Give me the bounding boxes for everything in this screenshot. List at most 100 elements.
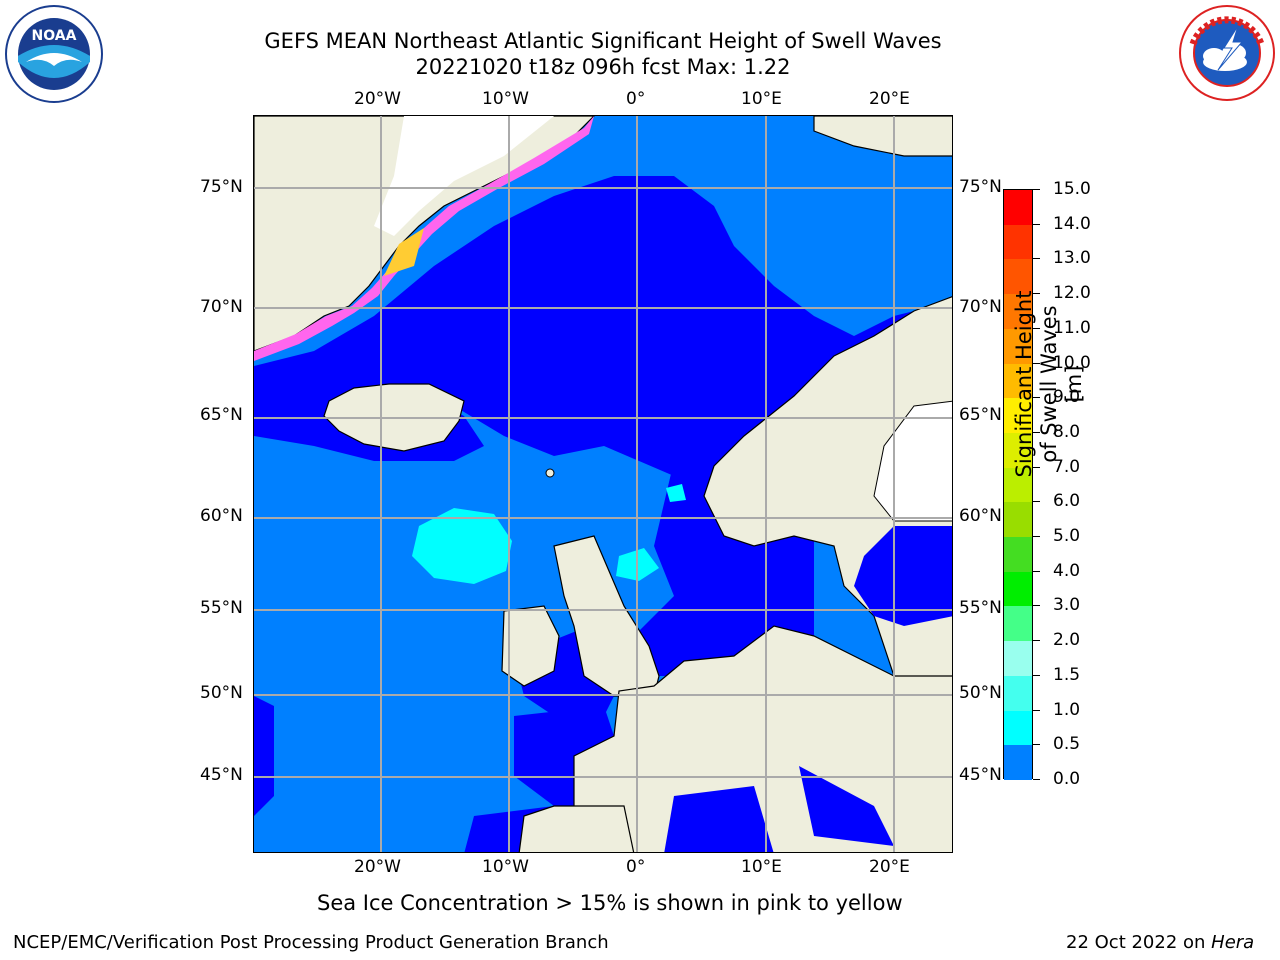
lon-label-bottom: 0° (626, 857, 646, 877)
lat-label-left: 55°N (200, 598, 243, 618)
colorbar-tick (1033, 640, 1040, 642)
colorbar (1003, 189, 1033, 781)
svg-text:NOAA: NOAA (32, 28, 77, 44)
lon-label-bottom: 20°W (354, 857, 401, 877)
lon-label-top: 20°W (354, 89, 401, 109)
colorbar-cell (1004, 710, 1032, 746)
chart-subtitle: 20221020 t18z 096h fcst Max: 1.22 (415, 55, 791, 79)
colorbar-cell (1004, 745, 1032, 781)
colorbar-tick-label: 3.0 (1053, 595, 1081, 616)
colorbar-cell (1004, 675, 1032, 712)
lat-label-right: 55°N (959, 598, 1002, 618)
colorbar-tick-label: 8.0 (1053, 421, 1081, 442)
colorbar-tick-label: 0.0 (1053, 769, 1081, 789)
colorbar-tick (1033, 501, 1040, 503)
colorbar-tick (1033, 709, 1040, 711)
lat-label-left: 50°N (200, 683, 243, 703)
lon-label-bottom: 20°E (869, 857, 910, 877)
adriatic-sea (799, 766, 894, 846)
lat-label-right: 70°N (959, 297, 1002, 317)
colorbar-tick-label: 4.0 (1053, 560, 1081, 581)
colorbar-tick (1033, 779, 1040, 780)
colorbar-cell (1004, 467, 1032, 503)
footer-machine: Hera (1211, 932, 1255, 953)
colorbar-tick-label: 14.0 (1053, 213, 1091, 234)
lat-label-left: 75°N (200, 177, 243, 197)
colorbar-tick (1033, 223, 1040, 225)
footer-date: 22 Oct 2022 on Hera (1066, 932, 1254, 953)
colorbar-tick (1033, 327, 1040, 329)
svalbard-land (813, 116, 952, 157)
lat-label-right: 60°N (959, 506, 1002, 526)
lon-label-top: 10°E (741, 89, 782, 109)
colorbar-cell (1004, 328, 1032, 365)
colorbar-tick (1033, 570, 1040, 572)
colorbar-cell (1004, 432, 1032, 469)
colorbar-tick-label: 11.0 (1053, 317, 1091, 338)
colorbar-tick (1033, 362, 1040, 364)
colorbar-tick-label: 9.0 (1053, 387, 1081, 408)
colorbar-tick-label: 5.0 (1053, 526, 1081, 547)
graticule (254, 116, 952, 852)
lat-label-right: 45°N (959, 765, 1002, 785)
chart-title: GEFS MEAN Northeast Atlantic Significant… (264, 29, 942, 53)
colorbar-tick-label: 12.0 (1053, 283, 1091, 304)
colorbar-tick-label: 13.0 (1053, 248, 1091, 269)
mediterranean-sea (664, 786, 774, 852)
lat-label-left: 60°N (200, 506, 243, 526)
colorbar-tick-label: 2.0 (1053, 630, 1081, 651)
colorbar-tick (1033, 293, 1040, 295)
faroe-islands (545, 468, 555, 478)
colorbar-tick-label: 1.0 (1053, 699, 1081, 720)
colorbar-cell (1004, 398, 1032, 434)
lon-label-top: 10°W (482, 89, 529, 109)
colorbar-tick (1033, 744, 1040, 746)
ireland-land (501, 605, 560, 687)
colorbar-cell (1004, 641, 1032, 677)
colorbar-tick (1033, 536, 1040, 538)
colorbar-cell (1004, 502, 1032, 538)
lon-label-bottom: 10°W (482, 857, 529, 877)
colorbar-tick-label: 6.0 (1053, 491, 1081, 512)
lat-label-left: 70°N (200, 297, 243, 317)
ocean-high-swell-west (412, 508, 512, 584)
swell-height-map (253, 115, 953, 853)
colorbar-tick (1033, 605, 1040, 607)
map-svg (254, 116, 952, 852)
lon-label-top: 0° (626, 89, 646, 109)
sea-ice-dense (384, 228, 424, 276)
colorbar-cell (1004, 537, 1032, 573)
colorbar-tick (1033, 397, 1040, 399)
colorbar-tick (1033, 466, 1040, 468)
lon-label-top: 20°E (869, 89, 910, 109)
lat-label-right: 65°N (959, 405, 1002, 425)
colorbar-tick (1033, 431, 1040, 433)
lat-label-right: 75°N (959, 177, 1002, 197)
colorbar-tick-label: 0.5 (1053, 734, 1081, 755)
lat-label-left: 45°N (200, 765, 243, 785)
ocean-low-swell-west (254, 696, 274, 816)
baltic-sea (854, 526, 952, 626)
colorbar-tick (1033, 674, 1040, 676)
colorbar-label: Significant Height of Swell Waves [m] (1012, 290, 1086, 478)
noaa-logo: NOAA (4, 4, 104, 104)
sea-ice-caption: Sea Ice Concentration > 15% is shown in … (317, 891, 903, 915)
colorbar-cell (1004, 190, 1032, 226)
colorbar-tick-label: 10.0 (1053, 352, 1091, 373)
iberia-land (518, 805, 635, 852)
colorbar-tick-label: 1.5 (1053, 664, 1081, 685)
lon-label-bottom: 10°E (741, 857, 782, 877)
footer-credit: NCEP/EMC/Verification Post Processing Pr… (13, 932, 609, 953)
europe-land (573, 625, 952, 852)
colorbar-cell (1004, 571, 1032, 607)
colorbar-tick (1033, 189, 1040, 190)
colorbar-tick (1033, 258, 1040, 260)
lat-label-right: 50°N (959, 683, 1002, 703)
lat-label-left: 65°N (200, 405, 243, 425)
colorbar-cell (1004, 294, 1032, 330)
footer-date-text: 22 Oct 2022 on (1066, 932, 1212, 953)
colorbar-cell (1004, 224, 1032, 260)
ocean-low-swell-north (254, 176, 952, 476)
ocean-high-swell-small (666, 484, 686, 502)
colorbar-cell (1004, 606, 1032, 642)
